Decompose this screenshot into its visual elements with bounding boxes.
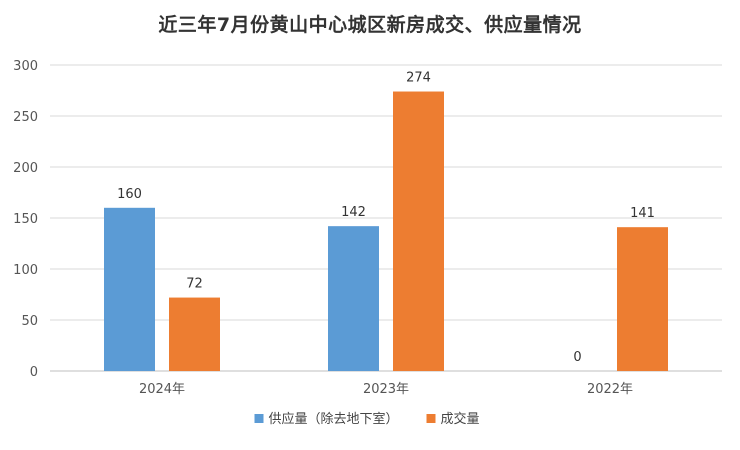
y-tick-label: 50 (21, 314, 38, 329)
data-label: 274 (406, 71, 431, 86)
y-tick-label: 150 (13, 212, 38, 227)
y-tick-label: 300 (13, 59, 38, 74)
data-label: 72 (186, 277, 203, 292)
data-label: 142 (341, 205, 366, 220)
x-tick-label: 2024年 (139, 382, 185, 397)
bar (169, 297, 220, 371)
y-tick-label: 0 (30, 365, 38, 380)
x-tick-label: 2022年 (587, 382, 633, 397)
legend-label: 成交量 (441, 411, 480, 427)
y-tick-label: 100 (13, 263, 38, 278)
data-label: 141 (630, 206, 655, 221)
bar (617, 227, 668, 371)
y-tick-label: 200 (13, 161, 38, 176)
data-label: 160 (117, 187, 142, 202)
y-tick-label: 250 (13, 110, 38, 125)
legend-swatch (254, 414, 264, 423)
bar (104, 207, 155, 371)
chart-title: 近三年7月份黄山中心城区新房成交、供应量情况 (158, 14, 582, 36)
bar (393, 91, 444, 372)
legend-swatch (426, 414, 436, 423)
legend-label: 供应量（除去地下室） (269, 411, 399, 427)
x-tick-label: 2023年 (363, 382, 409, 397)
bar (328, 226, 379, 371)
data-label: 0 (573, 350, 581, 365)
